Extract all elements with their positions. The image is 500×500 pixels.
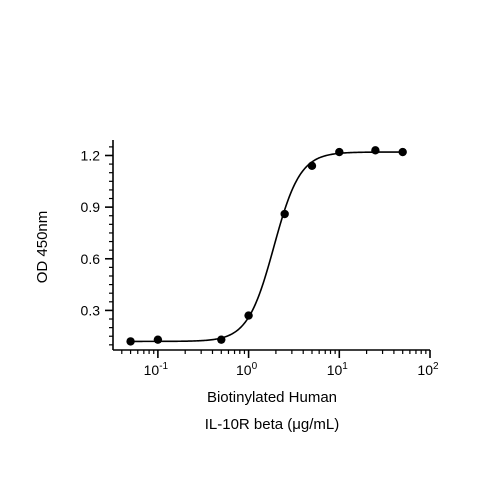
y-tick-label: 1.2 (81, 147, 101, 163)
y-tick-label: 0.6 (81, 251, 101, 267)
fit-curve-layer (130, 151, 403, 343)
x-axis-title-line-2: IL-10R beta (μg/mL) (205, 416, 340, 433)
fit-curve (130, 151, 403, 343)
x-tick-label: 100 (236, 361, 258, 378)
data-points (126, 146, 407, 346)
data-point (217, 335, 226, 344)
x-tick-label: 102 (417, 361, 439, 378)
y-axis: 0.3 0.6 0.9 1.2 (81, 140, 114, 350)
x-tick-label: 101 (327, 361, 349, 378)
data-point (280, 209, 289, 219)
x-tick-label: 10-1 (144, 361, 169, 378)
data-point (307, 161, 317, 171)
data-point (244, 311, 253, 320)
x-axis: 10-1 100 101 102 (113, 349, 439, 378)
y-axis-title: OD 450nm (34, 211, 51, 284)
y-tick-label: 0.3 (81, 302, 101, 318)
data-point (398, 147, 407, 157)
x-axis-title-line-1: Biotinylated Human (207, 389, 337, 406)
y-tick-label: 0.9 (81, 199, 101, 215)
data-point (371, 146, 380, 155)
data-point (126, 337, 135, 346)
data-point (153, 335, 163, 344)
data-point (335, 147, 344, 157)
